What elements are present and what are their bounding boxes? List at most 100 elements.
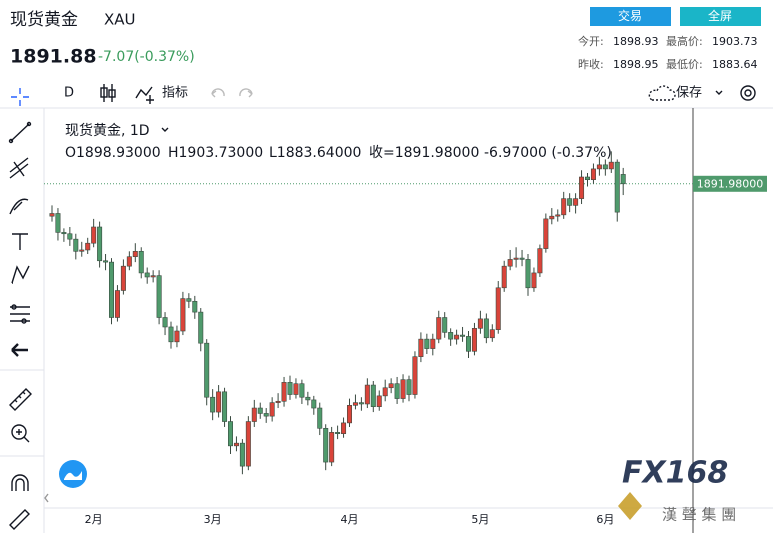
candle-body <box>97 226 103 262</box>
legend-title: 现货黄金, 1D <box>65 122 150 139</box>
candle-body <box>263 413 269 417</box>
candle-body <box>460 334 466 337</box>
candle-body <box>138 251 144 274</box>
candle-body <box>216 391 222 413</box>
save-caret[interactable] <box>715 90 723 95</box>
cloud-icon[interactable] <box>648 85 676 101</box>
candle-body <box>132 251 138 258</box>
candle-body <box>49 213 55 217</box>
candle-body <box>477 318 483 329</box>
drawing-tools[interactable] <box>8 88 32 530</box>
candle-body <box>501 265 507 289</box>
candle-body <box>251 407 257 422</box>
candle-body <box>103 260 109 263</box>
candle-body <box>91 226 97 244</box>
watermark-mark <box>618 492 642 520</box>
fullscreen-button[interactable] <box>680 7 761 26</box>
settings-icon[interactable] <box>740 85 756 101</box>
candle-body <box>406 379 412 395</box>
candle-body <box>448 332 454 340</box>
chart-mode-button[interactable] <box>59 460 87 488</box>
stat-label: 最高价: <box>666 34 703 48</box>
x-tick-label: 4月 <box>341 513 359 526</box>
legend-caret[interactable] <box>161 127 169 132</box>
interval-button[interactable]: D <box>64 86 74 101</box>
candle-body <box>370 384 376 407</box>
last-price: 1891.88 <box>10 46 97 68</box>
candle-type-icon[interactable] <box>100 84 116 102</box>
legend-ohlc: H1903.73000 <box>168 145 263 161</box>
save-button[interactable]: 保存 <box>676 86 702 101</box>
candle-body <box>590 168 596 181</box>
candle-body <box>483 318 489 339</box>
collapse-arrow[interactable] <box>44 493 49 503</box>
candle-body <box>299 383 305 398</box>
watermark-logo: FX168 <box>622 456 728 491</box>
candle-body <box>489 329 495 339</box>
candle-body <box>192 300 198 313</box>
candle-body <box>602 164 608 170</box>
candle-body <box>323 427 329 463</box>
candle-body <box>614 161 620 213</box>
legend-ohlc: O1898.93000 <box>65 145 161 161</box>
candle-body <box>531 272 537 289</box>
plot: 2月 3月 4月 5月 6月 1891.98000 <box>44 151 767 526</box>
candle-body <box>335 432 341 434</box>
candle-body <box>120 265 126 291</box>
candle-body <box>436 317 442 340</box>
stat-label: 最低价: <box>666 58 703 71</box>
candle-body <box>346 405 352 424</box>
candle-body <box>168 326 174 343</box>
candle-body <box>465 336 471 352</box>
candle-body <box>210 396 216 413</box>
candle-body <box>126 256 132 267</box>
candle-body <box>162 317 168 328</box>
chart-mode-icon[interactable] <box>64 471 82 480</box>
trade-button-label[interactable]: 交易 <box>618 8 642 23</box>
candle-body <box>239 442 245 467</box>
legend-ohlc: L1883.64000 <box>269 145 361 161</box>
candle-body <box>442 317 448 333</box>
fullscreen-button-label[interactable]: 全屏 <box>708 8 732 23</box>
candle-body <box>281 382 287 402</box>
candle-body <box>144 272 150 278</box>
undo-redo[interactable] <box>211 88 253 98</box>
candle-body <box>430 338 436 349</box>
candle-body <box>358 402 364 405</box>
candle-body <box>376 395 382 407</box>
candle-body <box>329 432 335 463</box>
trade-button[interactable] <box>590 7 671 26</box>
candle-body <box>67 233 73 240</box>
candle-body <box>412 356 418 395</box>
candle-body <box>85 242 91 251</box>
symbol: XAU <box>104 11 136 29</box>
stat-label: 今开: <box>578 34 604 48</box>
candle-body <box>573 198 579 206</box>
x-tick-label: 5月 <box>471 513 489 526</box>
stat-value: 1903.73 <box>712 35 758 48</box>
candle-body <box>55 213 61 233</box>
stat-value: 1883.64 <box>712 58 758 71</box>
candle-body <box>109 261 115 318</box>
candle-body <box>382 387 388 397</box>
candle-body <box>471 328 477 352</box>
candle-body <box>156 275 162 318</box>
candle-body <box>275 400 281 403</box>
candle-body <box>579 176 585 199</box>
price-label-box <box>693 175 767 192</box>
candle-body <box>150 275 156 278</box>
price-label: 1891.98000 <box>697 177 763 190</box>
candle-body <box>174 330 180 343</box>
candle-body <box>245 421 251 467</box>
indicator-button[interactable]: 指标 <box>162 86 188 101</box>
candle-body <box>222 391 228 422</box>
price-change: -7.07(-0.37%) <box>98 49 195 65</box>
indicator-icon[interactable] <box>135 86 154 104</box>
legend-ohlc: 收=1891.98000 <box>369 145 479 161</box>
candle-body <box>513 257 519 260</box>
candle-body <box>454 334 460 340</box>
candle-body <box>257 407 263 414</box>
watermark-group: 漢 聲 集 團 <box>662 506 736 524</box>
